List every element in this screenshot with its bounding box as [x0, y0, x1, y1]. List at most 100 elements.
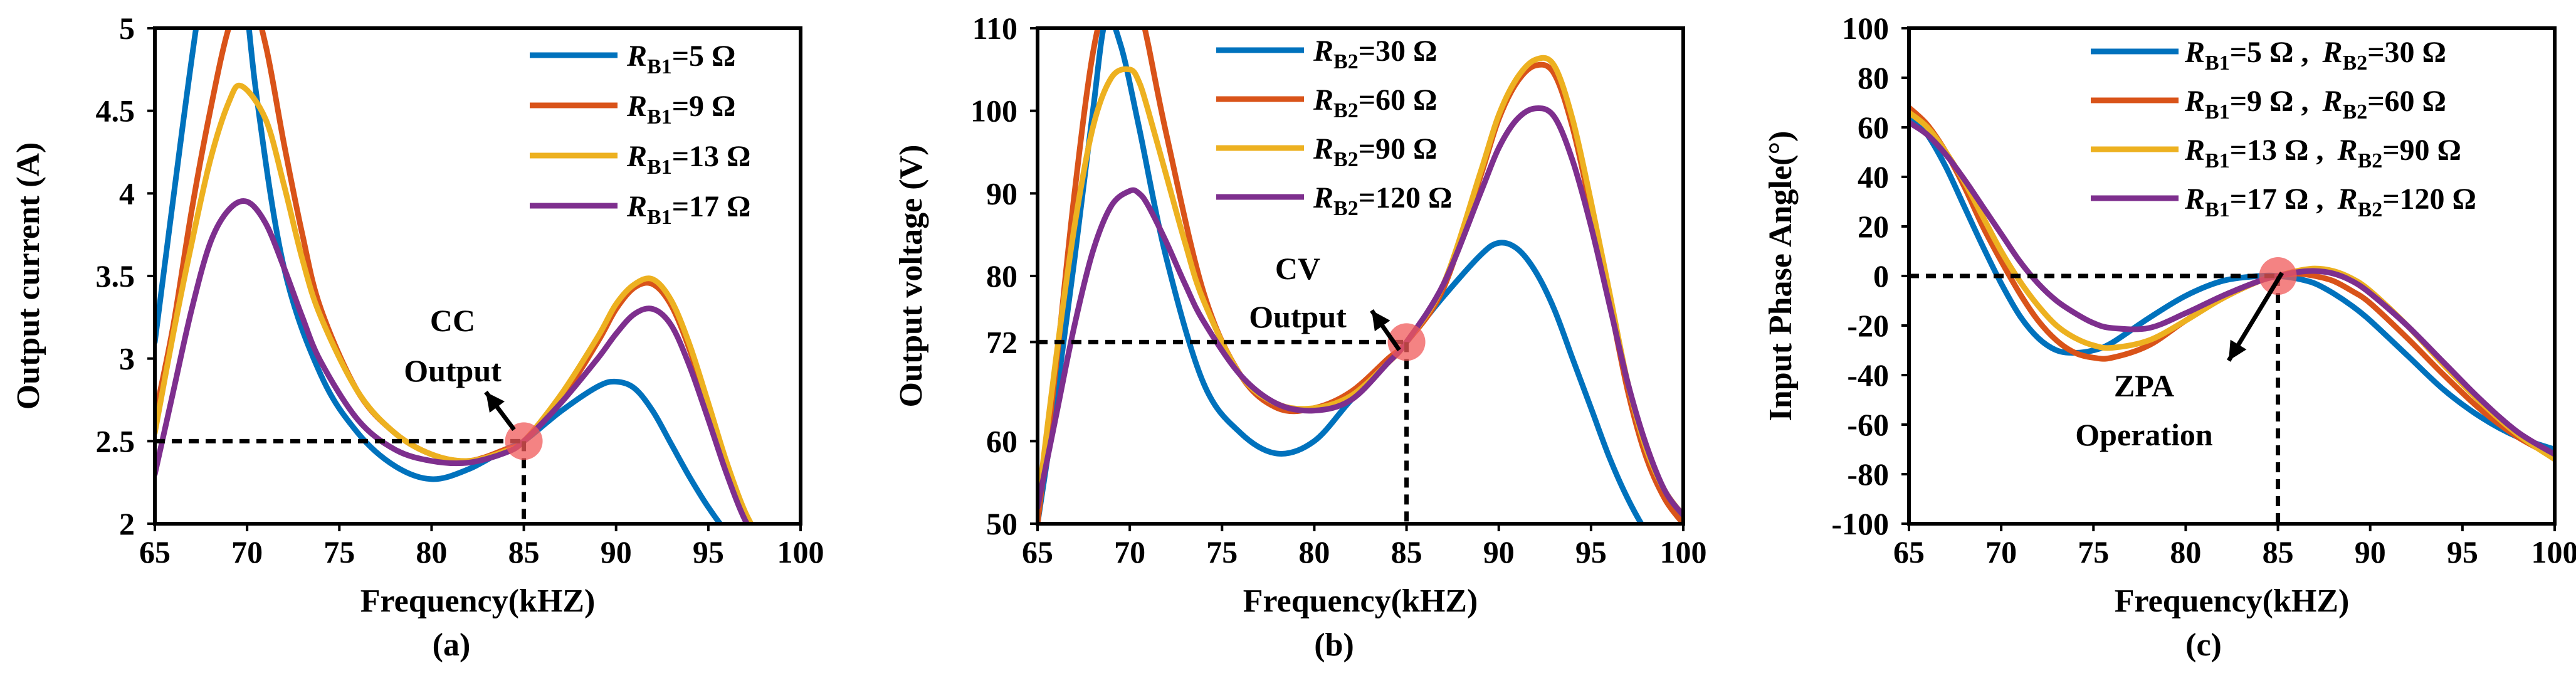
x-tick-label: 95 — [1575, 534, 1607, 570]
plot-b-marks: 65 70 75 80 85 90 95 100 50 60 72 80 90 100 110 — [970, 11, 1707, 570]
legend-entry: RB1=17 Ω — [530, 190, 751, 229]
x-tick-label: 85 — [2263, 534, 2294, 570]
panel-b-annotation-line1: CV — [1275, 251, 1320, 286]
y-tick-label: 90 — [986, 176, 1017, 211]
panel-b-legend: RB2=30 Ω RB2=60 Ω RB2=90 Ω RB2=120 Ω — [1216, 34, 1453, 220]
panel-c-annotation-line1: ZPA — [2114, 368, 2174, 403]
y-tick-label: 60 — [1858, 110, 1889, 145]
legend-subscript: B1 — [647, 55, 672, 78]
legend-subscript: B1 — [2205, 198, 2230, 221]
y-tick-label: -20 — [1847, 308, 1889, 343]
legend-entry: RB1=9 Ω , RB2=60 Ω — [2091, 85, 2446, 124]
y-tick-label: 2 — [119, 506, 135, 541]
panel-a-label: (a) — [433, 627, 471, 663]
arrow-head — [1372, 310, 1391, 332]
legend-value: =60 Ω — [1359, 83, 1438, 117]
y-tick-label: 3 — [119, 341, 135, 376]
panel-b: 65 70 75 80 85 90 95 100 50 60 72 80 90 100 110 Output… — [893, 11, 1707, 663]
panel-b-label: (b) — [1314, 627, 1354, 663]
x-tick-label: 100 — [1660, 534, 1707, 570]
y-tick-label: 72 — [986, 324, 1017, 359]
panel-c: 65 70 75 80 85 90 95 100 -100 -80 -60 -40 -20 0 20 40 60… — [1763, 11, 2576, 663]
legend-symbol: R — [1313, 181, 1333, 215]
x-tick-label: 95 — [2447, 534, 2478, 570]
legend-entry: RB1=5 Ω — [530, 40, 736, 78]
legend-value: =30 Ω — [2367, 36, 2446, 69]
panel-a-annotation-line2: Output — [404, 353, 502, 388]
legend-symbol: R — [1313, 34, 1333, 68]
arrow-head — [486, 392, 505, 413]
x-tick-label: 85 — [1391, 534, 1422, 570]
legend-entry: RB1=13 Ω — [530, 140, 751, 179]
legend-symbol: R — [2184, 36, 2205, 69]
legend-symbol: R — [626, 90, 647, 123]
x-tick-label: 100 — [777, 534, 824, 570]
x-tick-label: 90 — [1483, 534, 1515, 570]
x-tick-label: 90 — [2355, 534, 2386, 570]
y-axis: 2 2.5 3 3.5 4 4.5 5 — [96, 11, 155, 541]
panel-a-legend: RB1=5 Ω RB1=9 Ω RB1=13 Ω RB1=17 Ω — [530, 40, 751, 229]
y-tick-label: 2.5 — [96, 423, 135, 458]
x-tick-label: 75 — [323, 534, 355, 570]
legend-subscript: B2 — [2343, 51, 2368, 75]
series-line-3 — [1038, 55, 1683, 519]
y-axis: -100 -80 -60 -40 -20 0 20 40 60 80 100 — [1831, 11, 1909, 541]
series-line-1 — [1038, 28, 1645, 524]
legend-value: =120 Ω — [1359, 181, 1453, 215]
svg-text:RB1=17 Ω: RB1=17 Ω — [626, 190, 751, 229]
legend-value: =17 Ω , — [2230, 183, 2324, 216]
y-axis: 50 60 72 80 90 100 110 — [970, 11, 1038, 541]
legend-value: =90 Ω — [2382, 134, 2461, 167]
x-axis: 65 70 75 80 85 90 95 100 — [1893, 524, 2576, 570]
x-tick-label: 95 — [693, 534, 724, 570]
legend-subscript: B2 — [1333, 148, 1359, 171]
legend-subscript: B1 — [2205, 51, 2230, 75]
legend-value: =90 Ω — [1359, 132, 1438, 166]
x-tick-label: 90 — [601, 534, 632, 570]
x-tick-label: 70 — [231, 534, 263, 570]
x-axis: 65 70 75 80 85 90 95 100 — [139, 524, 824, 570]
svg-text:RB2=30 Ω: RB2=30 Ω — [1313, 34, 1438, 73]
legend-symbol: R — [1313, 132, 1333, 166]
svg-text:RB2=90 Ω: RB2=90 Ω — [1313, 132, 1438, 171]
operating-point-marker — [505, 422, 543, 460]
x-tick-label: 70 — [1114, 534, 1145, 570]
y-tick-label: 60 — [986, 423, 1017, 458]
legend-value: =5 Ω , — [2230, 36, 2309, 69]
legend-value: =9 Ω — [672, 90, 736, 123]
panel-c-ylabel: Input Phase Angle(°) — [1763, 131, 1799, 421]
panel-c-xlabel: Frequency(kHZ) — [2115, 583, 2350, 619]
svg-text:RB1=13 Ω ,RB2=90 Ω: RB1=13 Ω , RB2=90 Ω — [2184, 134, 2461, 172]
x-tick-label: 65 — [1022, 534, 1053, 570]
x-tick-label: 75 — [2078, 534, 2109, 570]
legend-entry: RB1=17 Ω , RB2=120 Ω — [2091, 183, 2476, 221]
panel-a-axes-frame — [153, 26, 802, 526]
svg-text:RB1=9 Ω: RB1=9 Ω — [626, 90, 736, 129]
series-group — [1909, 104, 2555, 462]
plot-c-marks: 65 70 75 80 85 90 95 100 -100 -80 -60 -40 -20 0 20 40 60… — [1831, 11, 2576, 570]
series-line-1 — [155, 28, 724, 524]
legend-symbol: R — [1313, 83, 1333, 117]
series-line-4 — [1909, 119, 2555, 457]
legend-value: =13 Ω , — [2230, 134, 2324, 167]
legend-subscript: B1 — [647, 105, 672, 129]
panel-b-axes-frame — [1036, 26, 1685, 526]
legend-subscript: B1 — [2205, 100, 2230, 124]
legend-symbol: R — [2322, 36, 2343, 69]
panel-a: 65 70 75 80 85 90 95 100 2 2.5 3 3.5 4 4.5 5 Output cu… — [11, 11, 824, 663]
plot-a-marks: 65 70 75 80 85 90 95 100 2 2.5 3 3.5 4 4.5 5 — [96, 11, 824, 570]
legend-symbol: R — [2184, 85, 2205, 118]
x-tick-label: 70 — [1985, 534, 2017, 570]
y-tick-label: 3.5 — [96, 258, 135, 294]
legend-symbol: R — [626, 140, 647, 173]
panel-a-xlabel: Frequency(kHZ) — [360, 583, 596, 619]
y-tick-label: 4.5 — [96, 93, 135, 129]
legend-value: =13 Ω — [672, 140, 751, 173]
svg-text:RB1=9 Ω ,RB2=60 Ω: RB1=9 Ω , RB2=60 Ω — [2184, 85, 2446, 124]
legend-symbol: R — [626, 190, 647, 223]
y-tick-label: 5 — [119, 11, 135, 46]
panel-c-legend: RB1=5 Ω , RB2=30 Ω RB1=9 Ω , RB2=60 Ω RB1=… — [2091, 36, 2476, 221]
legend-subscript: B2 — [1333, 99, 1359, 122]
y-tick-label: 100 — [970, 93, 1017, 129]
